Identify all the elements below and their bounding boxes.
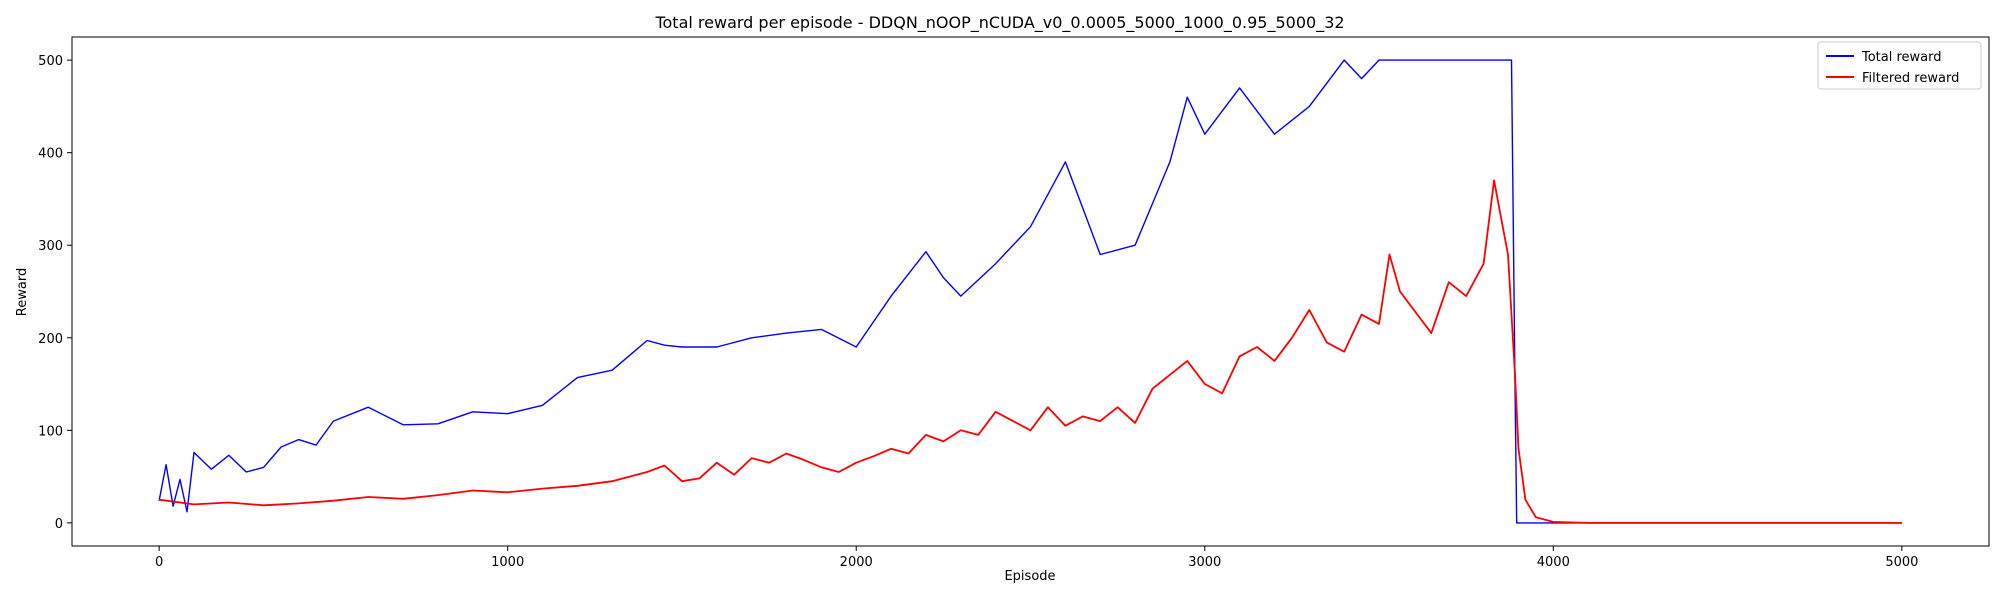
x-tick-label: 0 [155, 555, 163, 570]
legend-label: Total reward [1861, 50, 1942, 65]
legend-label: Filtered reward [1862, 71, 1959, 86]
y-tick-label: 400 [38, 147, 63, 162]
x-tick-label: 3000 [1188, 555, 1221, 570]
x-tick-label: 2000 [840, 555, 873, 570]
series-line-filtered-reward [158, 179, 1902, 524]
x-axis: 0 1000 2000 3000 4000 5000 [155, 546, 1918, 570]
x-tick-label: 5000 [1885, 555, 1918, 570]
chart-title: Total reward per episode - DDQN_nOOP_nCU… [654, 13, 1344, 33]
y-tick-label: 0 [55, 517, 63, 532]
plot-area [71, 36, 1990, 547]
series-line-total-reward [158, 59, 1902, 524]
y-tick-label: 100 [38, 424, 63, 439]
y-axis-label: Reward [15, 268, 30, 316]
y-tick-label: 200 [38, 332, 63, 347]
x-tick-label: 1000 [491, 555, 524, 570]
y-tick-label: 500 [38, 54, 63, 69]
y-tick-label: 300 [38, 239, 63, 254]
x-tick-label: 4000 [1537, 555, 1570, 570]
x-axis-label: Episode [1004, 569, 1055, 584]
legend-box [1817, 41, 1982, 90]
series-layer [158, 59, 1902, 524]
y-axis: 0 100 200 300 400 500 [38, 54, 72, 532]
legend: Total reward Filtered reward [1817, 41, 1982, 90]
